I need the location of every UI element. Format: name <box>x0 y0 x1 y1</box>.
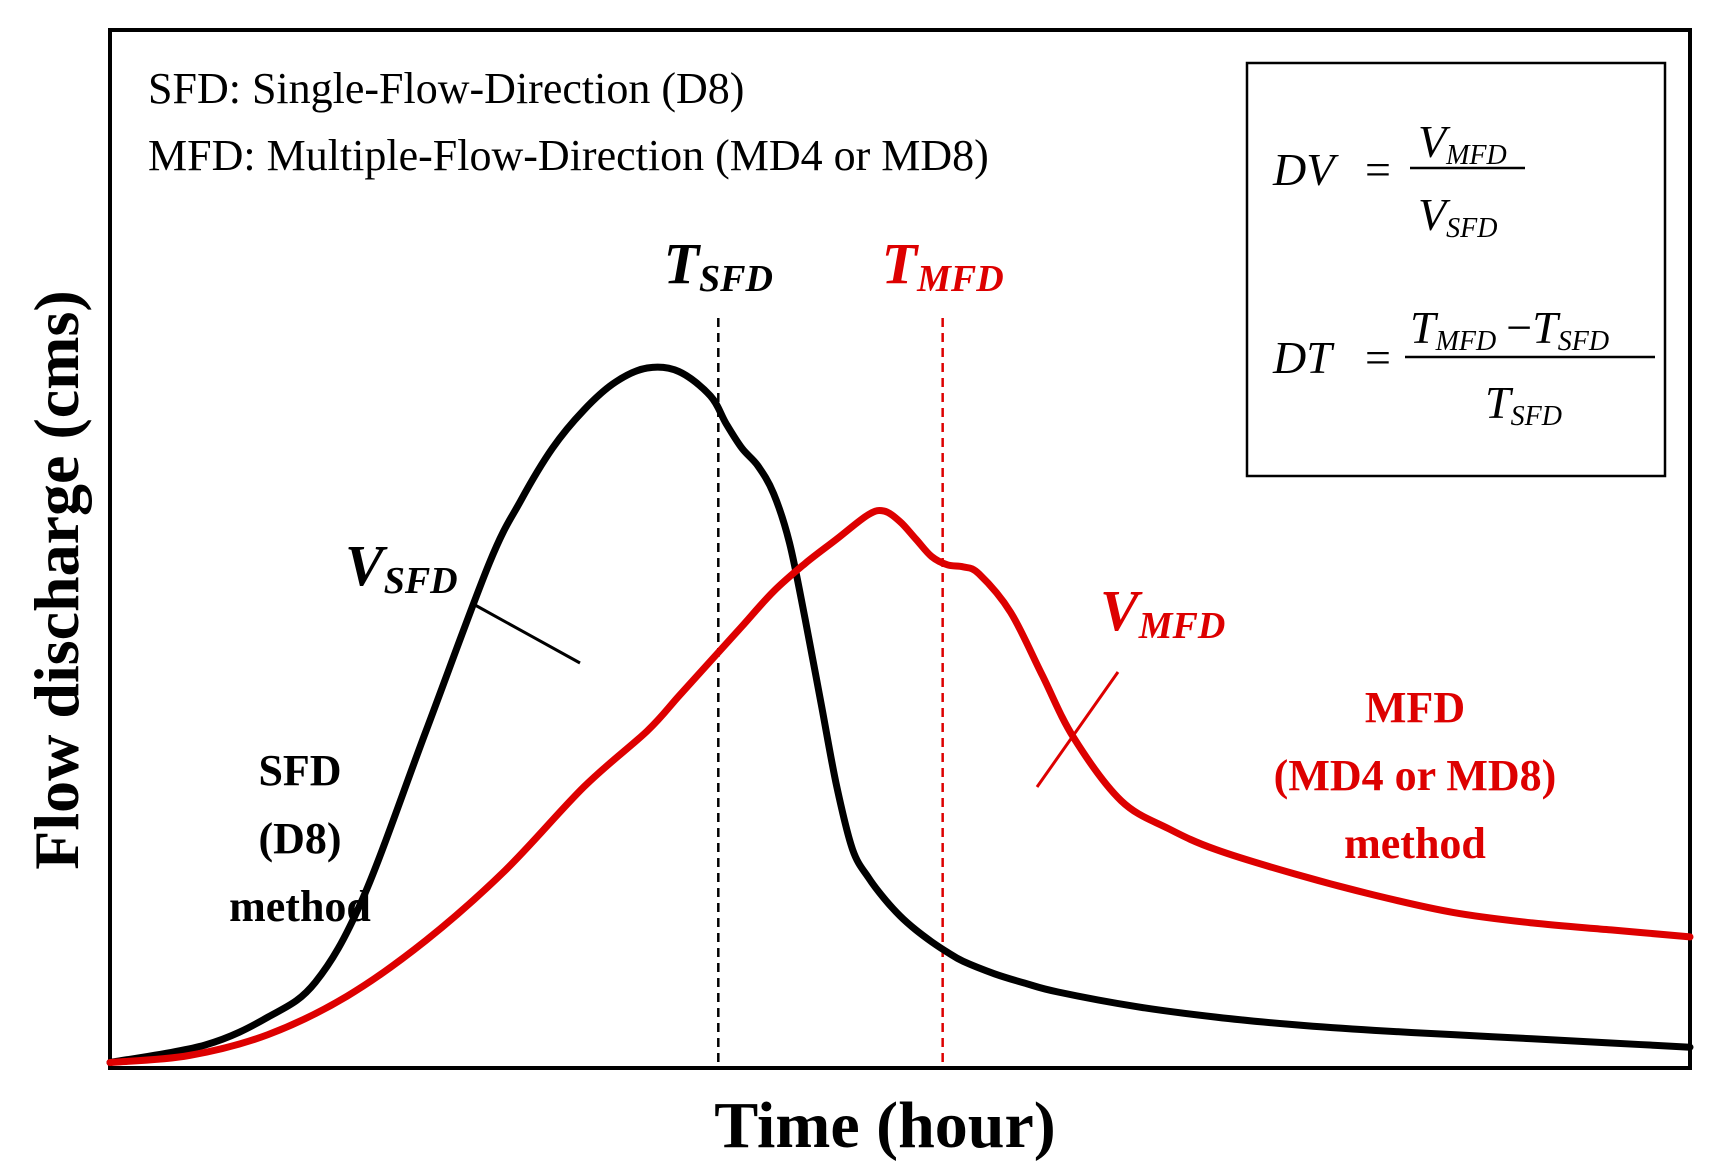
sfd-label-line-3: method <box>229 882 371 931</box>
mfd-label-line-2: (MD4 or MD8) <box>1274 751 1557 800</box>
dt-num-a-main: T <box>1410 302 1439 353</box>
x-axis-title: Time (hour) <box>714 1089 1056 1162</box>
v-mfd-sub: MFD <box>1138 605 1226 647</box>
dv-denominator: VSFD <box>1418 189 1497 244</box>
dt-equals: = <box>1365 332 1391 383</box>
formula-box: DV = VMFD VSFD DT = TMFD −TSFD TSFD <box>1245 61 1667 478</box>
dv-equals: = <box>1365 144 1391 195</box>
dt-num-b-main: T <box>1532 302 1561 353</box>
sfd-label-line-1: SFD <box>258 746 341 795</box>
mfd-label-line-1: MFD <box>1365 683 1465 732</box>
t-sfd-label: TSFD <box>664 231 773 300</box>
dv-num-sub: MFD <box>1445 140 1507 171</box>
v-sfd-main: V <box>345 533 388 598</box>
formula-box-frame <box>1245 61 1667 478</box>
y-axis-title: Flow discharge (cms) <box>21 290 92 869</box>
t-mfd-label: TMFD <box>882 231 1004 300</box>
v-mfd-main: V <box>1100 578 1143 643</box>
dt-numerator: TMFD −TSFD <box>1410 302 1609 357</box>
v-sfd-sub: SFD <box>384 560 458 602</box>
dt-den-sub: SFD <box>1511 401 1562 432</box>
sfd-series-label: SFD (D8) method <box>229 746 371 931</box>
dv-den-sub: SFD <box>1446 213 1497 244</box>
dt-minus: − <box>1506 302 1532 353</box>
mfd-series-label: MFD (MD4 or MD8) method <box>1274 683 1557 868</box>
t-mfd-main: T <box>882 231 920 296</box>
definition-mfd: MFD: Multiple-Flow-Direction (MD4 or MD8… <box>148 131 989 180</box>
dv-num-main: V <box>1418 116 1451 167</box>
mfd-label-line-3: method <box>1344 819 1486 868</box>
dv-numerator: VMFD <box>1418 116 1507 171</box>
series-line-mfd <box>106 506 1694 1066</box>
dv-lhs: DV <box>1272 144 1339 195</box>
dt-num-b-sub: SFD <box>1558 326 1609 357</box>
dv-den-main: V <box>1418 189 1451 240</box>
definition-sfd: SFD: Single-Flow-Direction (D8) <box>148 64 744 113</box>
v-mfd-leader <box>1035 671 1120 788</box>
dt-num-a-sub: MFD <box>1435 326 1497 357</box>
plot-frame <box>108 28 1692 1070</box>
t-sfd-sub: SFD <box>699 258 773 300</box>
v-mfd-label: VMFD <box>1100 578 1225 647</box>
v-sfd-label: VSFD <box>345 533 458 602</box>
t-sfd-main: T <box>664 231 702 296</box>
t-mfd-sub: MFD <box>916 258 1004 300</box>
v-sfd-leader <box>474 603 581 665</box>
dt-den-main: T <box>1485 377 1514 428</box>
dt-lhs: DT <box>1272 332 1335 383</box>
series-line-sfd <box>106 363 1694 1066</box>
dt-denominator: TSFD <box>1485 377 1562 432</box>
sfd-label-line-2: (D8) <box>258 814 341 863</box>
